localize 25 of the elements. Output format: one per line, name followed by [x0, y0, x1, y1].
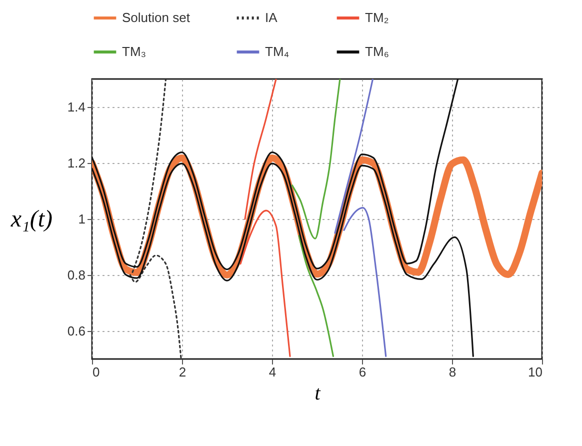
x-axis-title: t — [314, 382, 321, 404]
x-tick-label: 0 — [92, 364, 100, 380]
x-tick-label: 4 — [268, 364, 276, 380]
line-series — [240, 210, 291, 357]
x-tick-label: 8 — [448, 364, 456, 380]
line-series — [343, 207, 387, 357]
line-series — [291, 79, 341, 240]
y-tick-label: 1.2 — [67, 156, 86, 170]
x-tick-label: 6 — [358, 364, 366, 380]
y-tick-label: 1 — [78, 212, 86, 226]
line-series — [334, 79, 374, 234]
legend-label: IA — [265, 10, 278, 25]
legend-label: TM₂ — [365, 10, 389, 25]
legend-label: TM₃ — [122, 44, 146, 59]
line-series — [298, 235, 334, 357]
y-tick-label: 0.8 — [67, 268, 86, 282]
y-tick-label: 0.6 — [67, 324, 86, 338]
legend-label: Solution set — [122, 10, 190, 25]
legend-label: TM₄ — [265, 44, 290, 59]
x-tick-label: 10 — [528, 364, 542, 380]
y-tick-label: 1.4 — [67, 100, 86, 114]
x-tick-label: 2 — [178, 364, 186, 380]
line-series — [244, 79, 277, 220]
y-axis-title: x₁(t) — [10, 206, 52, 232]
legend-label: TM₆ — [365, 44, 390, 59]
